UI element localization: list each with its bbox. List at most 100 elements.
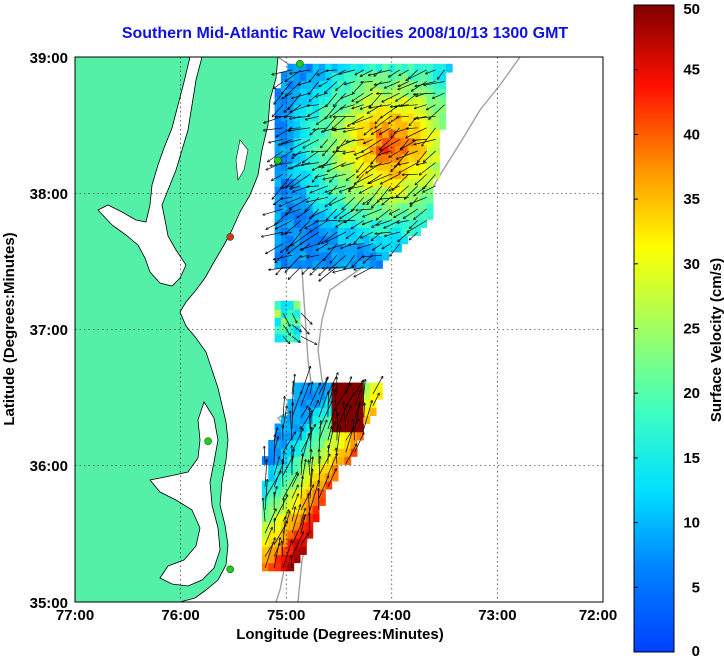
- velocity-cell: [306, 72, 314, 81]
- velocity-cell: [331, 72, 339, 81]
- velocity-vector: [282, 459, 283, 487]
- velocity-cell: [369, 260, 377, 269]
- velocity-cell: [376, 227, 383, 237]
- velocity-cell: [261, 554, 269, 564]
- velocity-cell: [331, 399, 339, 408]
- velocity-vector: [316, 243, 329, 251]
- velocity-vector: [291, 92, 311, 98]
- velocity-cell: [274, 202, 282, 212]
- velocity-vectors: [262, 70, 445, 569]
- velocity-vector: [282, 540, 292, 569]
- velocity-cell: [344, 72, 352, 81]
- velocity-cell: [318, 456, 326, 465]
- velocity-cell: [350, 145, 358, 155]
- velocity-vector: [361, 82, 373, 83]
- velocity-cell: [363, 104, 371, 114]
- velocity-cell: [325, 137, 333, 147]
- velocity-cell: [414, 227, 421, 237]
- velocity-vector: [309, 81, 320, 95]
- velocity-cell: [331, 211, 339, 220]
- velocity-cell: [407, 112, 415, 122]
- velocity-cell: [318, 96, 326, 106]
- velocity-cell: [395, 88, 402, 98]
- velocity-cell: [312, 161, 320, 171]
- velocity-cell: [280, 235, 288, 245]
- velocity-cell: [293, 505, 301, 515]
- velocity-vector: [329, 254, 347, 270]
- velocity-cell: [331, 96, 339, 106]
- velocity-cell: [299, 546, 307, 555]
- colorbar-tick-label: 40: [683, 126, 700, 143]
- velocity-cell: [274, 260, 282, 269]
- velocity-cell: [280, 153, 288, 163]
- colorbar-gradient: [633, 4, 675, 653]
- velocity-vector: [310, 220, 329, 233]
- velocity-cell: [357, 235, 364, 245]
- velocity-cell: [318, 211, 326, 220]
- velocity-vector: [323, 139, 338, 155]
- velocity-cell: [376, 161, 383, 171]
- velocity-cell: [287, 325, 295, 335]
- velocity-cell: [350, 235, 358, 245]
- velocity-vector: [291, 392, 301, 418]
- velocity-cell: [274, 317, 282, 326]
- velocity-vector: [288, 266, 302, 280]
- velocity-cell: [363, 96, 371, 106]
- velocity-vector: [275, 254, 284, 263]
- velocity-vector: [264, 479, 267, 511]
- velocity-vector: [302, 266, 311, 274]
- velocity-cell: [337, 211, 345, 220]
- velocity-cell: [363, 170, 371, 179]
- y-tick-label: 39:00: [30, 50, 68, 67]
- velocity-cell: [388, 235, 396, 245]
- velocity-cell: [306, 219, 314, 228]
- velocity-vector: [285, 208, 302, 215]
- velocity-vector: [338, 221, 355, 222]
- velocity-cell: [280, 186, 288, 196]
- velocity-cell: [357, 431, 364, 441]
- velocity-vector: [389, 150, 400, 157]
- velocity-vector: [411, 81, 427, 92]
- velocity-vector: [291, 324, 302, 332]
- velocity-cell: [426, 145, 434, 155]
- velocity-vector: [282, 517, 285, 545]
- velocity-vector: [352, 92, 365, 101]
- velocity-cell: [344, 129, 352, 138]
- x-tick-label: 74:00: [373, 607, 411, 624]
- velocity-cell: [401, 161, 409, 171]
- velocity-cell: [414, 63, 421, 73]
- velocity-cell: [274, 546, 282, 555]
- velocity-vector: [282, 324, 290, 336]
- velocity-cell: [337, 399, 345, 408]
- velocity-vector: [322, 150, 338, 168]
- velocity-cell: [274, 129, 282, 138]
- velocity-cell: [312, 104, 320, 114]
- velocity-cell: [350, 186, 358, 196]
- velocity-cell: [312, 464, 320, 474]
- velocity-vector: [362, 220, 373, 225]
- velocity-cell: [331, 472, 339, 482]
- velocity-cell: [420, 145, 428, 155]
- velocity-cell: [312, 137, 320, 147]
- velocity-vector: [291, 474, 298, 488]
- velocity-cell: [369, 145, 377, 155]
- velocity-cell: [287, 317, 295, 326]
- velocity-cell: [299, 153, 307, 163]
- velocity-vector: [269, 139, 284, 142]
- velocity-cell: [426, 63, 434, 73]
- velocity-cell: [414, 145, 421, 155]
- velocity-cell: [376, 96, 383, 106]
- velocity-cell: [395, 186, 402, 196]
- velocity-cell: [414, 121, 421, 130]
- velocity-vector: [307, 186, 319, 187]
- velocity-cell: [280, 456, 288, 465]
- velocity-cell: [395, 72, 402, 81]
- velocity-vector: [327, 469, 337, 488]
- velocity-vector: [318, 456, 320, 487]
- velocity-vector: [398, 81, 418, 90]
- velocity-vector: [339, 185, 355, 192]
- velocity-vector: [345, 406, 351, 418]
- velocity-cell: [325, 415, 333, 425]
- velocity-cell: [318, 63, 326, 73]
- velocity-cell: [274, 529, 282, 539]
